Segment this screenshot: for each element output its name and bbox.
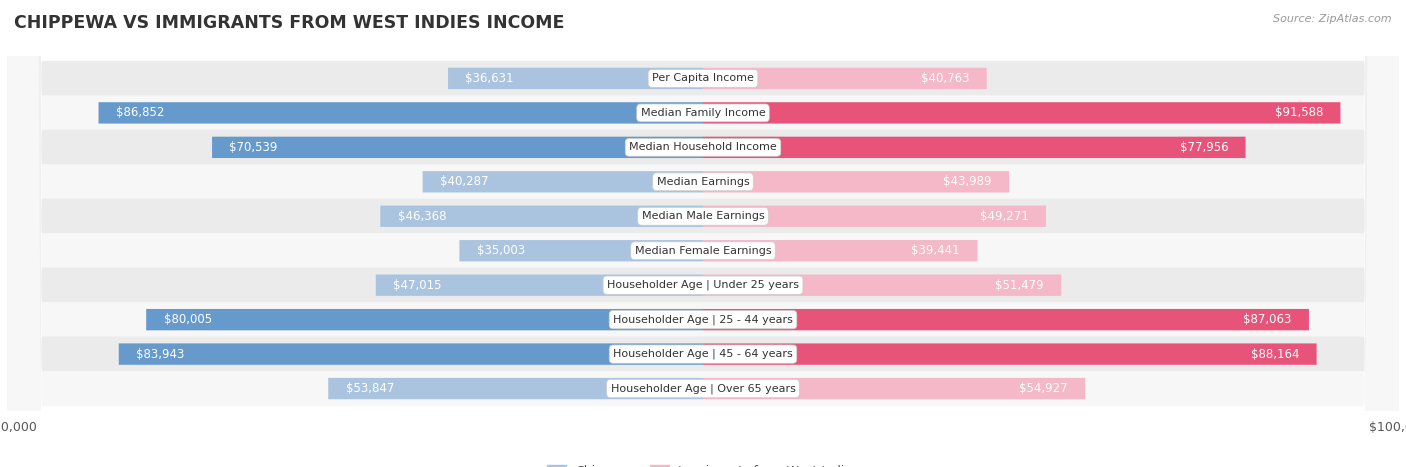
Text: Median Earnings: Median Earnings bbox=[657, 177, 749, 187]
Text: Householder Age | 25 - 44 years: Householder Age | 25 - 44 years bbox=[613, 314, 793, 325]
FancyBboxPatch shape bbox=[380, 205, 703, 227]
Text: Source: ZipAtlas.com: Source: ZipAtlas.com bbox=[1274, 14, 1392, 24]
Text: $86,852: $86,852 bbox=[115, 106, 165, 120]
Text: Median Household Income: Median Household Income bbox=[628, 142, 778, 152]
Text: $77,956: $77,956 bbox=[1180, 141, 1229, 154]
Text: Householder Age | Under 25 years: Householder Age | Under 25 years bbox=[607, 280, 799, 290]
FancyBboxPatch shape bbox=[7, 0, 1399, 467]
Text: $51,479: $51,479 bbox=[995, 279, 1043, 292]
FancyBboxPatch shape bbox=[703, 275, 1062, 296]
FancyBboxPatch shape bbox=[7, 0, 1399, 467]
FancyBboxPatch shape bbox=[703, 378, 1085, 399]
FancyBboxPatch shape bbox=[703, 240, 977, 262]
FancyBboxPatch shape bbox=[449, 68, 703, 89]
FancyBboxPatch shape bbox=[98, 102, 703, 124]
FancyBboxPatch shape bbox=[7, 0, 1399, 467]
Text: $43,989: $43,989 bbox=[943, 175, 991, 188]
FancyBboxPatch shape bbox=[7, 0, 1399, 467]
Text: $54,927: $54,927 bbox=[1019, 382, 1069, 395]
Text: $36,631: $36,631 bbox=[465, 72, 515, 85]
Text: $46,368: $46,368 bbox=[398, 210, 446, 223]
FancyBboxPatch shape bbox=[703, 68, 987, 89]
Text: $47,015: $47,015 bbox=[394, 279, 441, 292]
Text: CHIPPEWA VS IMMIGRANTS FROM WEST INDIES INCOME: CHIPPEWA VS IMMIGRANTS FROM WEST INDIES … bbox=[14, 14, 564, 32]
Text: $80,005: $80,005 bbox=[163, 313, 212, 326]
Text: $35,003: $35,003 bbox=[477, 244, 524, 257]
Text: $40,763: $40,763 bbox=[921, 72, 969, 85]
FancyBboxPatch shape bbox=[212, 137, 703, 158]
FancyBboxPatch shape bbox=[328, 378, 703, 399]
Text: Householder Age | Over 65 years: Householder Age | Over 65 years bbox=[610, 383, 796, 394]
FancyBboxPatch shape bbox=[375, 275, 703, 296]
FancyBboxPatch shape bbox=[703, 102, 1340, 124]
FancyBboxPatch shape bbox=[7, 0, 1399, 467]
FancyBboxPatch shape bbox=[7, 0, 1399, 467]
FancyBboxPatch shape bbox=[118, 343, 703, 365]
FancyBboxPatch shape bbox=[7, 0, 1399, 467]
Text: $40,287: $40,287 bbox=[440, 175, 488, 188]
FancyBboxPatch shape bbox=[703, 171, 1010, 192]
FancyBboxPatch shape bbox=[7, 0, 1399, 467]
Legend: Chippewa, Immigrants from West Indies: Chippewa, Immigrants from West Indies bbox=[541, 460, 865, 467]
FancyBboxPatch shape bbox=[703, 343, 1316, 365]
FancyBboxPatch shape bbox=[146, 309, 703, 330]
Text: Median Male Earnings: Median Male Earnings bbox=[641, 211, 765, 221]
Text: $53,847: $53,847 bbox=[346, 382, 394, 395]
Text: $87,063: $87,063 bbox=[1243, 313, 1292, 326]
Text: $91,588: $91,588 bbox=[1275, 106, 1323, 120]
FancyBboxPatch shape bbox=[7, 0, 1399, 467]
Text: Median Family Income: Median Family Income bbox=[641, 108, 765, 118]
FancyBboxPatch shape bbox=[703, 205, 1046, 227]
Text: Median Female Earnings: Median Female Earnings bbox=[634, 246, 772, 256]
FancyBboxPatch shape bbox=[703, 309, 1309, 330]
Text: $83,943: $83,943 bbox=[136, 347, 184, 361]
Text: $39,441: $39,441 bbox=[911, 244, 960, 257]
Text: Per Capita Income: Per Capita Income bbox=[652, 73, 754, 84]
Text: $88,164: $88,164 bbox=[1251, 347, 1299, 361]
FancyBboxPatch shape bbox=[703, 137, 1246, 158]
FancyBboxPatch shape bbox=[460, 240, 703, 262]
Text: $49,271: $49,271 bbox=[980, 210, 1029, 223]
FancyBboxPatch shape bbox=[423, 171, 703, 192]
FancyBboxPatch shape bbox=[7, 0, 1399, 467]
Text: Householder Age | 45 - 64 years: Householder Age | 45 - 64 years bbox=[613, 349, 793, 359]
Text: $70,539: $70,539 bbox=[229, 141, 278, 154]
